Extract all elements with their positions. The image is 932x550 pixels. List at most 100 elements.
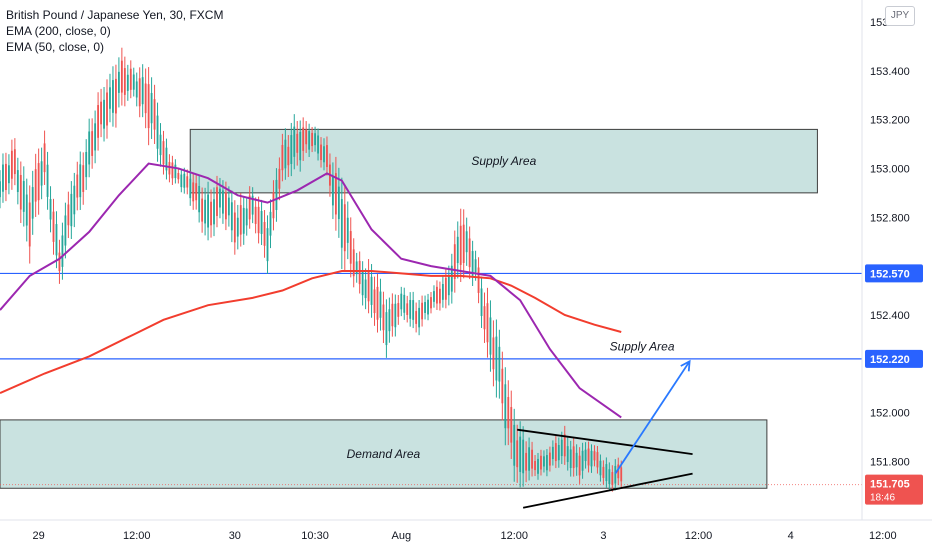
candle-body [219,188,221,208]
price-tick-label: 152.800 [870,212,910,224]
annotation-text: Supply Area [610,339,675,353]
candle-body [299,131,302,161]
candle-body [436,286,438,304]
candle-body [557,445,560,461]
candle-body [620,467,623,482]
candle-body [284,139,287,169]
candle-body [554,443,557,462]
candle-body [346,217,349,243]
candle-body [207,194,209,228]
projection-arrow[interactable] [614,360,691,475]
candle-body [364,279,367,299]
time-axis[interactable]: 29 12:00 30 10:30 Aug 12:00 3 12:00 4 12:00 [0,519,932,542]
candle-body [349,231,352,264]
candle-body [43,143,46,173]
candle-body [314,133,316,146]
candle-body [578,455,581,476]
price-tag[interactable] [865,264,923,283]
time-tick-label: Aug [391,530,411,542]
candle-body [462,224,465,263]
candle-body [361,271,364,296]
candle-body [183,173,186,188]
candle-body [40,161,43,186]
ema200-line[interactable] [0,269,622,394]
candle-body [120,60,123,93]
candle-body [189,178,192,199]
symbol-title[interactable]: British Pound / Japanese Yen, 30, FXCM [6,8,224,22]
candle-body [308,131,311,150]
candle-body [73,185,76,215]
candle-body [0,181,1,198]
candle-body [581,450,584,471]
candle-body [501,368,504,404]
candle-body [248,195,251,220]
candle-body [88,131,91,165]
candle-body [112,80,114,113]
ema50-legend[interactable]: EMA (50, close, 0) [6,40,105,54]
candle-body [239,205,242,235]
candle-body [388,309,391,332]
currency-button[interactable]: JPY [885,6,915,26]
candle-body [79,164,82,198]
candle-body [260,211,263,234]
candle-body [224,192,227,220]
candle-body [171,162,174,179]
candle-body [16,170,19,193]
triangle-trendline[interactable] [517,428,693,455]
price-tick-label: 151.800 [870,456,910,468]
triangle-trendline[interactable] [522,472,693,509]
candle-body [296,133,299,153]
candle-body [358,260,361,285]
candle-body [19,174,22,210]
ema50-line[interactable] [0,162,622,419]
candle-body [269,211,272,236]
candle-body [70,193,73,227]
candle-body [10,150,13,179]
candle-body [531,449,533,469]
candle-body [534,460,536,471]
candle-body [162,141,165,165]
horizontal-lines-layer [0,272,862,486]
candle-body [507,397,510,429]
arrow-head [680,359,691,372]
candle-body [572,446,575,469]
ema200-legend[interactable]: EMA (200, close, 0) [6,24,111,38]
candle-body [37,163,40,201]
candle-body [227,197,230,216]
candle-body [192,182,195,202]
price-axis[interactable]: 153.600153.400153.200153.000152.800152.4… [861,0,932,550]
candle-body [599,460,602,476]
zone-rect[interactable] [0,419,768,489]
candle-body [391,303,394,327]
candle-body [611,472,614,485]
candle-body [153,99,156,130]
candle-body [85,151,88,178]
candle-body [281,144,284,171]
current-price-tag[interactable] [865,474,923,505]
candle-body [5,163,7,191]
candle-body [566,446,569,463]
candle-body [486,303,489,343]
candle-body [198,185,201,213]
candle-body [614,465,617,484]
candle-body [331,176,334,206]
candle-body [82,165,85,192]
candle-body [453,244,456,279]
candle-body [522,439,525,474]
candle-body [334,173,337,215]
price-tag-label: 152.570 [870,268,910,280]
time-tick-label: 12:00 [123,530,151,542]
candle-body [52,211,55,242]
time-tick-label: 10:30 [301,530,329,542]
candle-body [397,303,400,317]
candle-body [287,146,290,166]
price-tag[interactable] [865,349,923,368]
candle-body [424,302,426,313]
candle-body [159,134,162,156]
candle-body [516,440,519,468]
candle-body [117,71,120,93]
candle-body [141,77,144,105]
chart-legend: British Pound / Japanese Yen, 30, FXCM E… [6,7,223,55]
candle-body [605,464,608,482]
